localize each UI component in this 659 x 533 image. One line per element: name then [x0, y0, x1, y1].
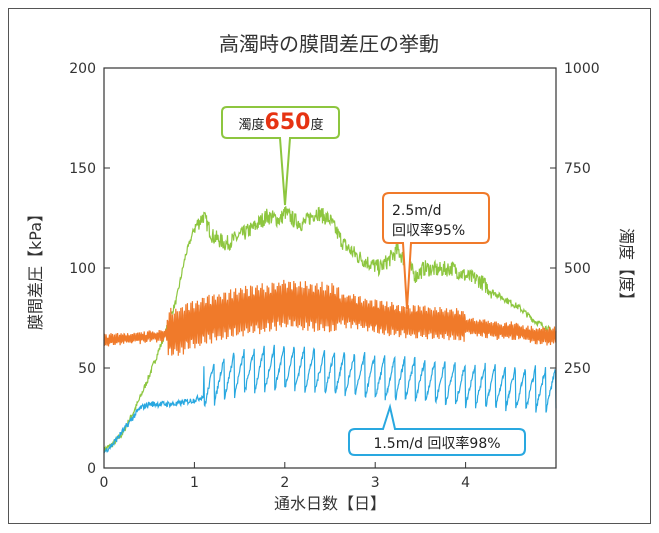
chart-frame: 高濁時の膜間差圧の挙動 0 1 2 3 4 0 50 100 150 200 250 500 750 10… [8, 8, 651, 524]
x-tick-label: 0 [100, 475, 109, 491]
y-right-tick-label: 750 [564, 161, 591, 177]
x-tick-label: 2 [280, 475, 289, 491]
ticks-layer: 0 1 2 3 4 0 50 100 150 200 250 500 750 1000 [69, 61, 599, 491]
x-tick-label: 1 [190, 475, 199, 491]
x-tick-label: 4 [461, 475, 470, 491]
y-left-tick-label: 0 [87, 461, 96, 477]
annotation-1.5md-text: 1.5m/d 回収率98% [373, 435, 500, 452]
chart-title: 高濁時の膜間差圧の挙動 [219, 32, 439, 56]
x-axis-label: 通水日数【日】 [274, 494, 386, 513]
annotation-2.5md-callout [382, 192, 490, 310]
x-tick-label: 3 [371, 475, 380, 491]
annotation-2.5md-text: 2.5m/d [392, 203, 442, 219]
annotation-turbidity-callout [221, 106, 340, 206]
annotation-turbidity-text: 濁度650度 [239, 110, 324, 135]
chart-svg: 高濁時の膜間差圧の挙動 0 1 2 3 4 0 50 100 150 200 250 500 750 10… [26, 32, 636, 513]
annotation-2.5md-text: 回収率95% [392, 222, 465, 239]
y-axis-right-label: 濁度【度】 [617, 228, 636, 308]
y-axis-left-label: 膜間差圧【kPa】 [26, 206, 45, 330]
y-left-tick-label: 100 [69, 261, 96, 277]
y-right-tick-label: 500 [564, 261, 591, 277]
series-layer [103, 206, 557, 454]
y-left-tick-label: 50 [78, 361, 96, 377]
series-1.5md-line [103, 344, 557, 454]
y-left-tick-label: 150 [69, 161, 96, 177]
series-turbidity-line [103, 206, 557, 454]
y-left-tick-label: 200 [69, 61, 96, 77]
y-right-tick-label: 1000 [564, 61, 600, 77]
y-right-tick-label: 250 [564, 361, 591, 377]
annotation-1.5md-callout [348, 403, 526, 456]
annotation-layer: 濁度650度 2.5m/d 回収率95% 1.5m/d 回収率98% [221, 106, 526, 456]
series-2.5md-line [103, 279, 557, 356]
